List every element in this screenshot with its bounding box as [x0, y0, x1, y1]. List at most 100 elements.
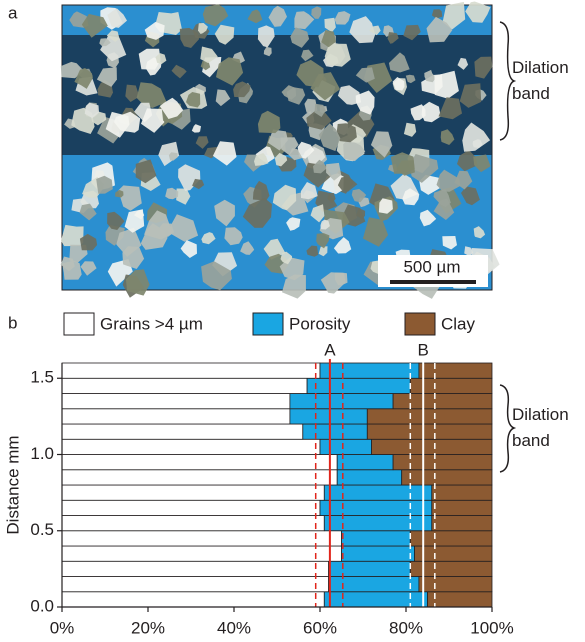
grain — [405, 74, 416, 84]
grain — [369, 25, 381, 36]
grain — [356, 208, 366, 219]
grain — [215, 89, 231, 107]
grain — [144, 21, 165, 40]
grain — [74, 68, 93, 89]
grain — [457, 57, 469, 70]
grain — [201, 232, 216, 245]
bar-segment — [341, 530, 411, 547]
bar-segment — [302, 423, 368, 440]
grain — [403, 122, 417, 137]
grain — [201, 261, 232, 291]
grain — [403, 24, 421, 41]
y-tick-label: 1.5 — [30, 368, 54, 387]
bar-segment — [61, 362, 321, 379]
grain — [118, 185, 142, 211]
grain — [224, 227, 243, 246]
grain — [294, 11, 315, 30]
legend-label: Grains >4 µm — [100, 314, 203, 333]
grain — [252, 180, 270, 201]
grain — [176, 188, 191, 205]
bar-segment — [306, 377, 411, 394]
grain — [286, 217, 301, 231]
bar-segment — [61, 560, 330, 577]
scale-bar — [390, 280, 476, 284]
y-tick-label: 0.0 — [30, 596, 54, 615]
grain — [316, 233, 330, 249]
grain — [216, 57, 244, 86]
grain — [421, 101, 441, 123]
grain — [311, 6, 322, 19]
grain — [84, 102, 99, 119]
grain — [286, 87, 306, 105]
grain — [200, 46, 218, 64]
grain — [155, 53, 167, 65]
grain — [180, 240, 197, 258]
grain — [125, 269, 150, 296]
grain — [96, 175, 113, 194]
grain — [318, 123, 341, 152]
grain — [462, 122, 491, 152]
bar-segment — [319, 362, 420, 379]
grain — [263, 46, 272, 57]
grain — [192, 178, 205, 190]
grain — [313, 159, 327, 174]
grain — [125, 84, 140, 102]
grain — [434, 70, 459, 99]
bar-segment — [319, 499, 433, 516]
grain — [426, 16, 453, 43]
bar-segment — [328, 560, 411, 577]
bar-segment — [431, 515, 493, 532]
grain — [334, 11, 351, 25]
grain — [409, 154, 439, 183]
bar-segment — [61, 499, 321, 516]
bar-segment — [61, 408, 291, 425]
grain — [165, 187, 179, 200]
grain — [424, 69, 436, 83]
grain — [122, 246, 145, 269]
marker-label: A — [324, 340, 336, 359]
bar-segment — [418, 576, 493, 593]
grain — [438, 97, 462, 120]
grain — [472, 139, 483, 148]
legend-label: Clay — [441, 314, 476, 333]
grain — [136, 82, 167, 108]
grain — [290, 27, 310, 48]
grain — [99, 38, 111, 47]
grain — [257, 25, 275, 48]
bar-segment — [319, 438, 372, 455]
bar-segment — [366, 408, 493, 425]
grain — [390, 152, 415, 174]
bar-segment — [392, 454, 493, 471]
grain — [410, 104, 426, 121]
grain — [107, 211, 125, 230]
marker-label: B — [418, 340, 429, 359]
bar-segment — [336, 469, 403, 486]
bar-segment — [431, 499, 493, 516]
grain — [473, 154, 491, 173]
grain — [378, 198, 393, 214]
grain — [79, 203, 97, 221]
grain — [144, 210, 173, 240]
grain — [263, 238, 286, 260]
x-tick-label: 40% — [217, 618, 251, 637]
x-tick-label: 80% — [389, 618, 423, 637]
grain — [202, 4, 229, 27]
grain — [141, 108, 165, 133]
grain — [442, 1, 466, 30]
grain — [326, 162, 342, 181]
grain — [306, 110, 332, 130]
grain — [318, 246, 328, 257]
legend-swatch — [63, 312, 95, 336]
scale-bar-label: 500 µm — [403, 257, 460, 276]
grain — [362, 217, 389, 247]
grain — [320, 219, 330, 230]
grain — [419, 209, 437, 227]
bar-segment — [414, 545, 493, 562]
brace — [499, 384, 517, 473]
bar-segment — [323, 515, 433, 532]
grain — [282, 274, 306, 299]
grain — [107, 259, 133, 287]
grain — [212, 141, 237, 166]
grain — [296, 59, 324, 88]
bar-segment — [392, 393, 493, 410]
